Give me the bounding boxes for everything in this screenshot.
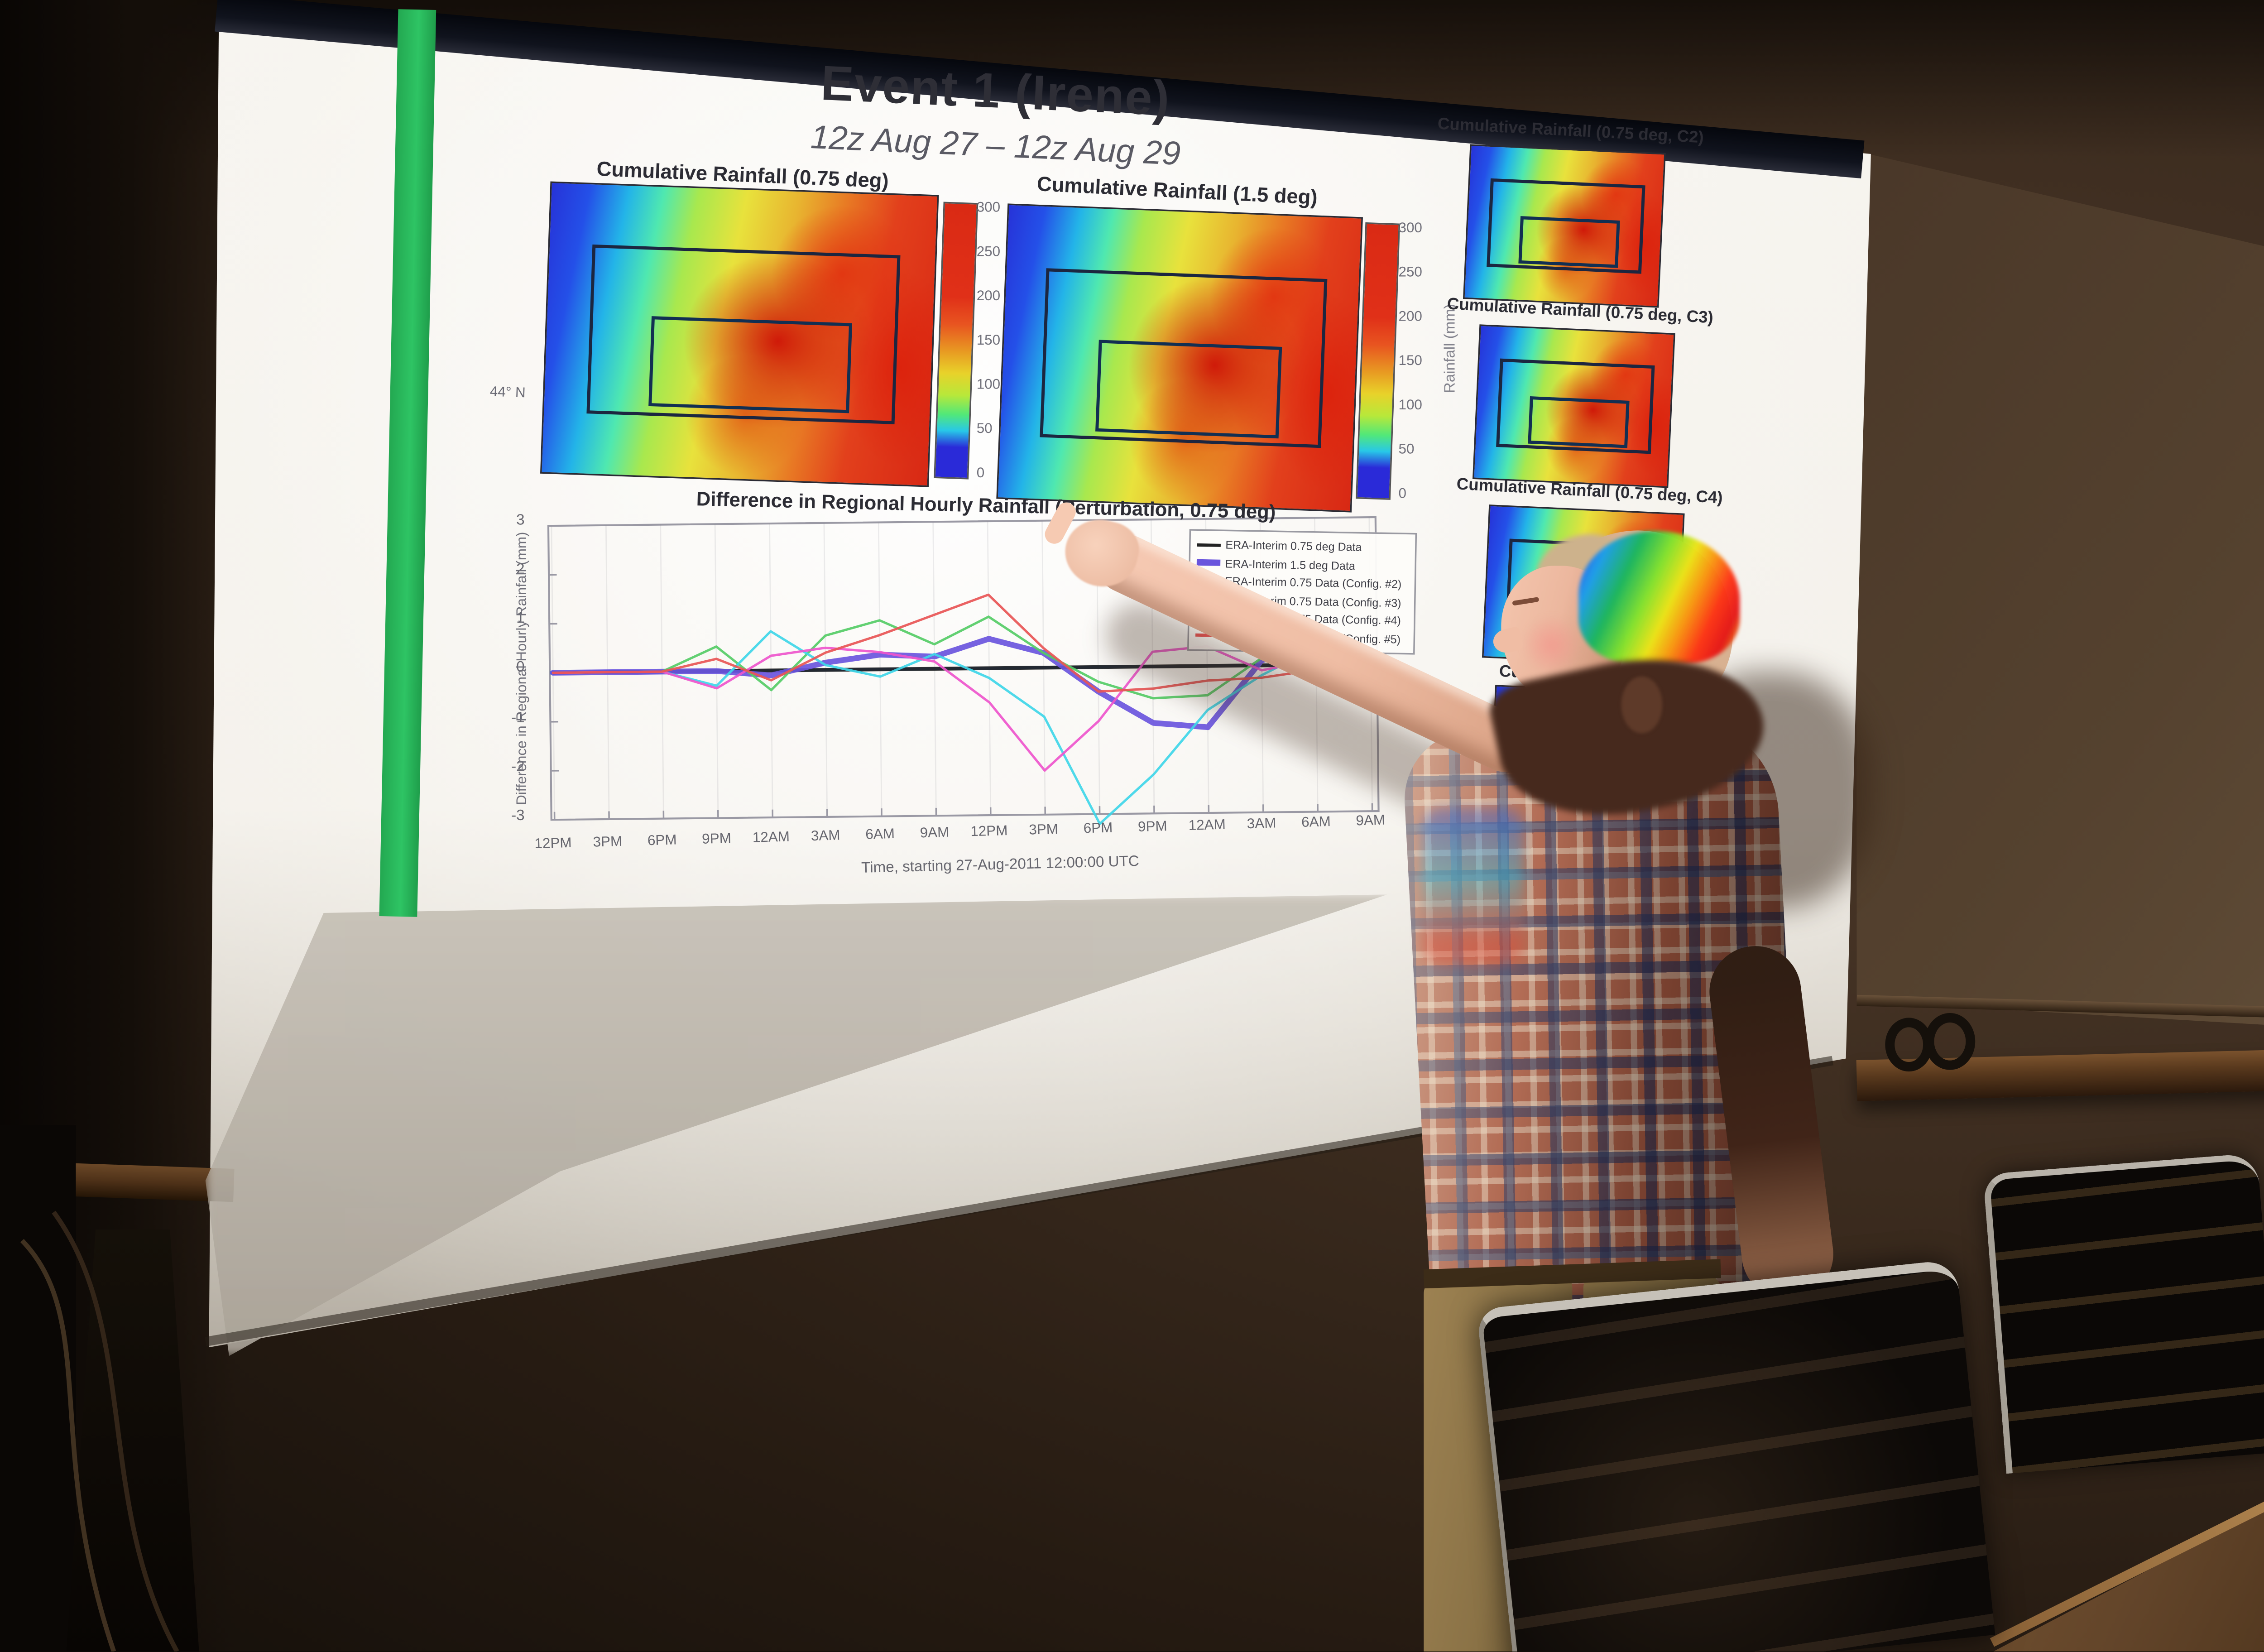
legend-line-swatch [1197,543,1221,547]
y-tick-label: 2 [516,561,525,579]
projection-on-shoulder [1422,809,1524,964]
colorbar-tick: 100 [976,376,1001,392]
colorbar-tick: 0 [1398,485,1406,501]
office-chair-near [1476,1259,1995,1652]
colorbar-left-ticks: 300 250 200 150 100 50 0 [977,199,1000,480]
cables [20,1210,179,1652]
x-tick-label: 3AM [811,827,841,844]
magnet-ring [1924,1013,1976,1070]
x-tick-label: 12AM [1188,816,1226,833]
x-tick-label: 9AM [920,824,950,841]
colorbar-tick: 0 [976,465,985,480]
x-tick-label: 12AM [752,828,790,845]
x-tick-label: 6PM [647,831,677,849]
rainfall-map-c2 [1463,144,1666,308]
chart-y-axis-label: Difference in Regional Hourly Rainfall (… [513,532,530,805]
x-tick-label: 9AM [1355,812,1386,829]
domain-box-inner [1518,216,1621,268]
domain-box-inner [1095,340,1282,438]
colorbar-tick: 150 [976,331,1001,348]
x-tick-label: 9PM [701,830,732,847]
colorbar-right-ticks: 300 250 200 150 100 50 0 [1398,220,1422,501]
colorbar-tick: 250 [976,243,1001,259]
whiteboard-panel [1856,151,2264,1037]
colorbar-tick: 50 [976,420,993,437]
x-tick-label: 9PM [1137,818,1168,835]
y-tick-label: 0 [516,659,525,677]
domain-box-inner [648,317,852,413]
x-tick-label: 6AM [1301,813,1331,830]
chart-y-tick-labels: 3 2 1 0 -1 -2 -3 [493,512,525,825]
y-tick-label: 3 [516,512,525,530]
x-tick-label: 3AM [1247,815,1276,832]
colorbar-tick: 200 [1398,308,1422,324]
presenter-ear [1621,676,1663,734]
x-tick-label: 6AM [865,826,895,842]
x-tick-label: 3PM [1028,821,1059,838]
legend-line-swatch [1196,560,1221,566]
y-tick-label: 1 [516,610,525,628]
rainbow-projection-on-hair [1578,531,1740,664]
rainfall-map-c3 [1472,324,1675,488]
x-tick-label: 3PM [593,833,623,850]
rainfall-map-15deg [996,203,1363,513]
domain-box-inner [1528,396,1630,448]
colorbar-tick: 50 [1398,441,1415,457]
colorbar-tick: 250 [1398,264,1422,280]
y-tick-label: -3 [511,807,525,825]
rainfall-map-075deg [540,181,939,487]
latitude-label: 44° N [489,383,526,401]
colorbar-tick: 100 [1398,396,1422,413]
cheek-highlight [1520,616,1583,673]
office-chair-far [1983,1153,2264,1474]
av-equipment-dark [0,1125,76,1652]
legend-label: ERA-Interim 0.75 deg Data [1225,538,1362,555]
difference-chart [547,516,1380,825]
colorbar-tick: 300 [1398,220,1422,235]
x-tick-label: 6PM [1083,819,1113,836]
legend-label: ERA-Interim 0.75 Data (Config. #2) [1224,574,1402,592]
legend-label: ERA-Interim 1.5 deg Data [1225,556,1356,573]
y-tick-label: -2 [511,758,525,776]
colorbar-tick: 200 [976,288,1001,304]
x-tick-label: 12PM [534,834,572,852]
x-tick-label: 12PM [970,822,1008,840]
y-tick-label: -1 [511,709,525,726]
colorbar-axis-label: Rainfall (mm) [1442,303,1459,394]
colorbar-tick: 300 [976,199,1001,215]
colorbar-tick: 150 [1398,352,1422,369]
